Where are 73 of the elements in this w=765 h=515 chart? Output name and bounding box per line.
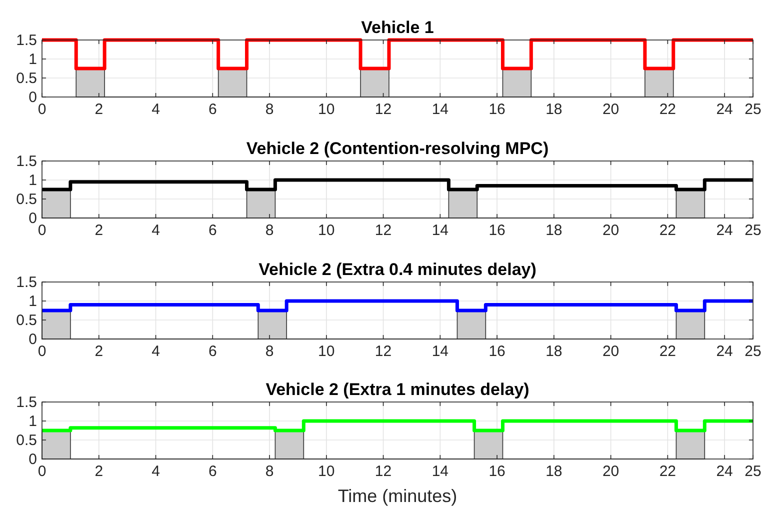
x-tick-label: 16 <box>488 222 506 239</box>
x-tick-label: 24 <box>716 343 733 360</box>
x-tick-label: 18 <box>546 343 562 360</box>
x-tick-label: 22 <box>659 343 676 360</box>
x-tick-label: 10 <box>318 101 335 118</box>
x-tick-label: 10 <box>318 222 335 239</box>
x-tick-label: 2 <box>94 463 104 480</box>
x-tick-label: 20 <box>602 101 620 118</box>
x-tick-label: 8 <box>265 343 274 360</box>
x-tick-label: 6 <box>208 463 217 480</box>
x-tick-label: 8 <box>265 463 274 480</box>
x-tick-label: 4 <box>152 101 160 118</box>
y-tick-label: 0.5 <box>16 312 37 329</box>
y-tick-label: 1.5 <box>16 274 37 291</box>
y-tick-label: 0 <box>28 89 37 106</box>
x-tick-label: 12 <box>374 343 392 360</box>
x-tick-label: 20 <box>602 463 620 480</box>
x-axis-title: Time (minutes) <box>338 486 458 506</box>
x-tick-label: 8 <box>265 101 274 118</box>
x-tick-label: 12 <box>374 101 392 118</box>
x-tick-label: 14 <box>432 101 449 118</box>
x-tick-label: 2 <box>94 343 104 360</box>
x-tick-label: 22 <box>659 101 676 118</box>
chart-title: Vehicle 2 (Extra 0.4 minutes delay) <box>258 260 536 279</box>
x-tick-label: 20 <box>602 222 620 239</box>
y-tick-label: 1 <box>28 413 37 430</box>
x-tick-label: 10 <box>318 343 335 360</box>
y-tick-label: 1.5 <box>16 394 37 411</box>
y-tick-label: 1 <box>28 51 37 68</box>
y-tick-label: 0.5 <box>16 191 37 208</box>
chart-title: Vehicle 2 (Extra 1 minutes delay) <box>266 380 530 399</box>
x-tick-label: 12 <box>374 463 392 480</box>
y-tick-label: 0 <box>28 331 37 348</box>
x-tick-label: 20 <box>602 343 620 360</box>
x-tick-label: 18 <box>546 222 562 239</box>
x-tick-label: 8 <box>265 222 274 239</box>
x-tick-label: 4 <box>152 343 160 360</box>
x-tick-label: 25 <box>744 463 762 480</box>
x-tick-label: 24 <box>716 222 733 239</box>
x-tick-label: 14 <box>432 343 449 360</box>
x-tick-label: 14 <box>432 222 449 239</box>
x-tick-label: 4 <box>152 463 160 480</box>
x-tick-label: 6 <box>208 343 217 360</box>
x-tick-label: 22 <box>659 463 676 480</box>
x-tick-label: 2 <box>94 222 104 239</box>
chart-title: Vehicle 1 <box>361 18 434 37</box>
y-tick-label: 1.5 <box>16 153 37 170</box>
x-tick-label: 10 <box>318 463 335 480</box>
x-tick-label: 22 <box>659 222 676 239</box>
x-tick-label: 6 <box>208 222 217 239</box>
y-tick-label: 0 <box>28 210 37 227</box>
x-tick-label: 16 <box>488 101 506 118</box>
y-tick-label: 0 <box>28 451 37 468</box>
x-tick-label: 25 <box>744 101 762 118</box>
x-tick-label: 14 <box>432 463 449 480</box>
x-tick-label: 18 <box>546 101 562 118</box>
x-tick-label: 6 <box>208 101 217 118</box>
x-tick-label: 16 <box>488 463 506 480</box>
y-tick-label: 1.5 <box>16 32 37 49</box>
x-tick-label: 25 <box>744 343 762 360</box>
y-tick-label: 0.5 <box>16 432 37 449</box>
y-tick-label: 1 <box>28 172 37 189</box>
y-tick-label: 0.5 <box>16 70 37 87</box>
x-tick-label: 2 <box>94 101 104 118</box>
x-tick-label: 16 <box>488 343 506 360</box>
x-tick-label: 12 <box>374 222 392 239</box>
y-tick-label: 1 <box>28 293 37 310</box>
x-tick-label: 4 <box>152 222 160 239</box>
x-tick-label: 25 <box>744 222 762 239</box>
x-tick-label: 24 <box>716 463 733 480</box>
x-tick-label: 24 <box>716 101 733 118</box>
chart-title: Vehicle 2 (Contention-resolving MPC) <box>246 139 549 158</box>
x-tick-label: 18 <box>546 463 562 480</box>
